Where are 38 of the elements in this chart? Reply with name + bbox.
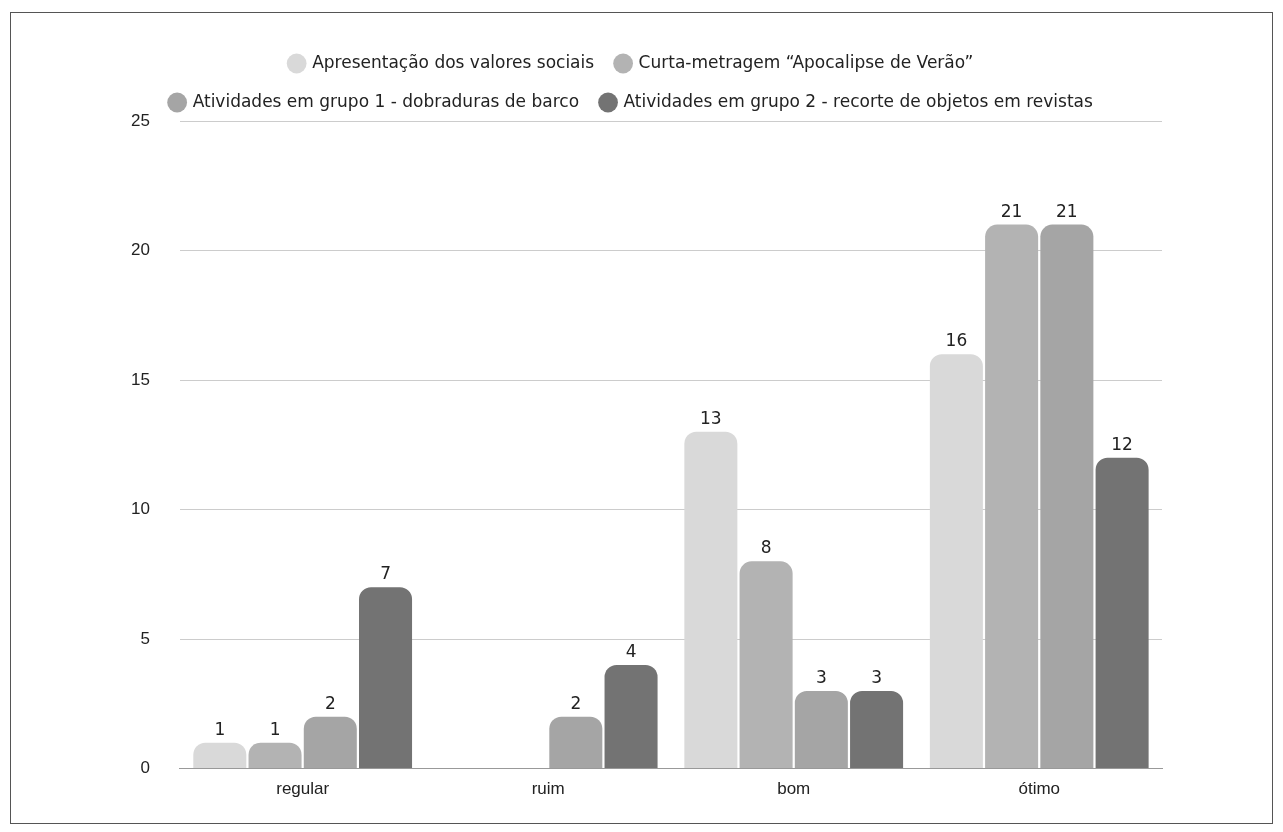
x-tick-label: ruim bbox=[531, 779, 565, 799]
data-label: 21 bbox=[1000, 200, 1023, 221]
bar bbox=[359, 587, 413, 769]
y-tick-label: 10 bbox=[130, 499, 150, 519]
legend-label: Atividades em grupo 2 - recorte de objetos em revistas bbox=[623, 90, 1094, 111]
y-tick-label: 25 bbox=[130, 110, 150, 130]
legend-label: Curta-metragem “Apocalipse de Verão” bbox=[638, 51, 974, 72]
data-label: 4 bbox=[625, 640, 637, 661]
x-tick-label: regular bbox=[276, 779, 330, 799]
data-label: 12 bbox=[1111, 433, 1133, 454]
data-label: 3 bbox=[815, 666, 827, 687]
bar bbox=[739, 561, 793, 769]
bar bbox=[985, 224, 1039, 769]
y-tick-label: 5 bbox=[140, 628, 150, 648]
bar bbox=[929, 354, 983, 769]
y-tick-label: 0 bbox=[140, 758, 150, 778]
x-tick-label: bom bbox=[777, 779, 811, 799]
data-label: 21 bbox=[1056, 200, 1078, 221]
bar bbox=[193, 742, 247, 769]
data-label: 1 bbox=[269, 718, 281, 739]
y-tick-label: 20 bbox=[130, 240, 150, 260]
data-label: 1 bbox=[214, 718, 226, 739]
x-tick-label: ótimo bbox=[1018, 779, 1061, 799]
bar bbox=[684, 431, 738, 769]
data-label: 2 bbox=[570, 692, 582, 713]
bar bbox=[850, 690, 904, 769]
bar bbox=[604, 664, 658, 769]
y-tick-label: 15 bbox=[130, 369, 150, 389]
data-label: 3 bbox=[871, 666, 882, 687]
data-label: 2 bbox=[324, 692, 336, 713]
data-label: 16 bbox=[945, 330, 968, 351]
data-label: 13 bbox=[700, 407, 722, 428]
bar bbox=[1095, 457, 1149, 769]
data-label: 8 bbox=[760, 537, 772, 558]
bar bbox=[248, 742, 302, 769]
legend-label: Atividades em grupo 1 - dobraduras de barco bbox=[192, 90, 580, 111]
data-label: 7 bbox=[380, 563, 391, 584]
legend-label: Apresentação dos valores sociais bbox=[312, 51, 595, 72]
